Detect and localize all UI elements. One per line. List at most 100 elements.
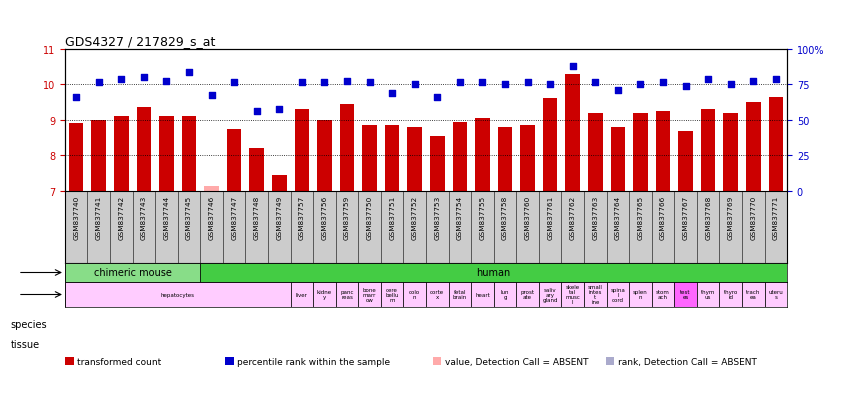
Bar — [656, 112, 670, 192]
Text: transformed count: transformed count — [77, 357, 161, 366]
Bar — [765, 282, 787, 308]
Bar — [449, 282, 471, 308]
Text: skele
tal
musc
l: skele tal musc l — [566, 285, 580, 305]
Text: chimeric mouse: chimeric mouse — [93, 268, 171, 278]
Text: species: species — [10, 319, 47, 329]
Point — [543, 82, 557, 88]
Bar — [651, 282, 675, 308]
Point — [205, 93, 219, 99]
Point — [272, 107, 286, 113]
Bar — [204, 186, 219, 192]
Text: hepatocytes: hepatocytes — [161, 292, 195, 297]
Text: GSM837756: GSM837756 — [322, 195, 328, 239]
Bar — [291, 282, 313, 308]
Bar — [633, 114, 648, 192]
Bar — [403, 282, 426, 308]
Bar — [426, 282, 449, 308]
Bar — [317, 121, 332, 192]
Point — [295, 80, 309, 87]
Point — [633, 82, 647, 88]
Bar — [584, 282, 606, 308]
Text: GSM837763: GSM837763 — [593, 195, 599, 239]
Bar — [358, 282, 381, 308]
Text: GSM837759: GSM837759 — [344, 195, 350, 239]
Bar — [629, 282, 651, 308]
Bar — [381, 282, 403, 308]
Text: GSM837767: GSM837767 — [682, 195, 689, 239]
Bar — [362, 126, 377, 192]
Text: GSM837744: GSM837744 — [163, 195, 170, 239]
Text: thyro
id: thyro id — [723, 290, 738, 300]
Bar — [65, 282, 291, 308]
Text: GSM837757: GSM837757 — [299, 195, 304, 239]
Point — [407, 82, 421, 88]
Text: GSM837758: GSM837758 — [502, 195, 508, 239]
Bar — [497, 128, 512, 192]
Text: splen
n: splen n — [633, 290, 648, 300]
Point — [746, 78, 760, 85]
Text: prost
ate: prost ate — [521, 290, 535, 300]
Bar — [720, 282, 742, 308]
Bar — [336, 282, 358, 308]
Text: GSM837751: GSM837751 — [389, 195, 395, 239]
Text: panc
reas: panc reas — [340, 290, 354, 300]
Text: corte
x: corte x — [430, 290, 445, 300]
Bar — [452, 122, 467, 192]
Point — [250, 108, 264, 115]
Bar — [588, 114, 603, 192]
Bar — [201, 264, 787, 282]
Text: GSM837764: GSM837764 — [615, 195, 621, 239]
Bar — [494, 282, 516, 308]
Point — [702, 76, 715, 83]
Bar — [768, 97, 783, 192]
Bar — [742, 282, 765, 308]
Bar — [701, 110, 715, 192]
Point — [340, 78, 354, 85]
Point — [566, 64, 580, 71]
Bar — [249, 149, 264, 192]
Bar — [313, 282, 336, 308]
Text: GSM837740: GSM837740 — [74, 195, 80, 239]
Point — [317, 80, 331, 87]
Text: GSM837742: GSM837742 — [119, 195, 125, 239]
Bar — [159, 117, 174, 192]
Bar — [611, 128, 625, 192]
Bar — [675, 282, 697, 308]
Bar — [295, 110, 309, 192]
Bar — [697, 282, 720, 308]
Bar — [65, 264, 201, 282]
Bar — [227, 129, 241, 192]
Text: tissue: tissue — [10, 339, 40, 349]
Text: fetal
brain: fetal brain — [452, 290, 467, 300]
Bar — [92, 121, 106, 192]
Text: cere
bellu
m: cere bellu m — [386, 287, 399, 302]
Point — [498, 82, 512, 88]
Text: GSM837752: GSM837752 — [412, 195, 418, 239]
Text: GSM837754: GSM837754 — [457, 195, 463, 239]
Text: GSM837755: GSM837755 — [479, 195, 485, 239]
Point — [588, 80, 602, 87]
Point — [611, 87, 625, 94]
Text: GSM837771: GSM837771 — [772, 195, 778, 239]
Bar — [137, 108, 151, 192]
Bar — [678, 131, 693, 192]
Point — [227, 80, 241, 87]
Text: GSM837760: GSM837760 — [524, 195, 530, 239]
Text: GSM837748: GSM837748 — [253, 195, 260, 239]
Bar — [475, 119, 490, 192]
Text: heart: heart — [475, 292, 490, 297]
Point — [362, 80, 376, 87]
Text: colo
n: colo n — [409, 290, 420, 300]
Bar — [566, 74, 580, 192]
Point — [656, 80, 670, 87]
Text: GSM837770: GSM837770 — [750, 195, 756, 239]
Text: GSM837766: GSM837766 — [660, 195, 666, 239]
Bar — [543, 99, 557, 192]
Bar — [516, 282, 539, 308]
Bar — [723, 114, 738, 192]
Bar — [746, 103, 760, 192]
Text: GDS4327 / 217829_s_at: GDS4327 / 217829_s_at — [65, 36, 215, 48]
Point — [385, 90, 399, 97]
Bar — [407, 128, 422, 192]
Text: GSM837746: GSM837746 — [208, 195, 215, 239]
